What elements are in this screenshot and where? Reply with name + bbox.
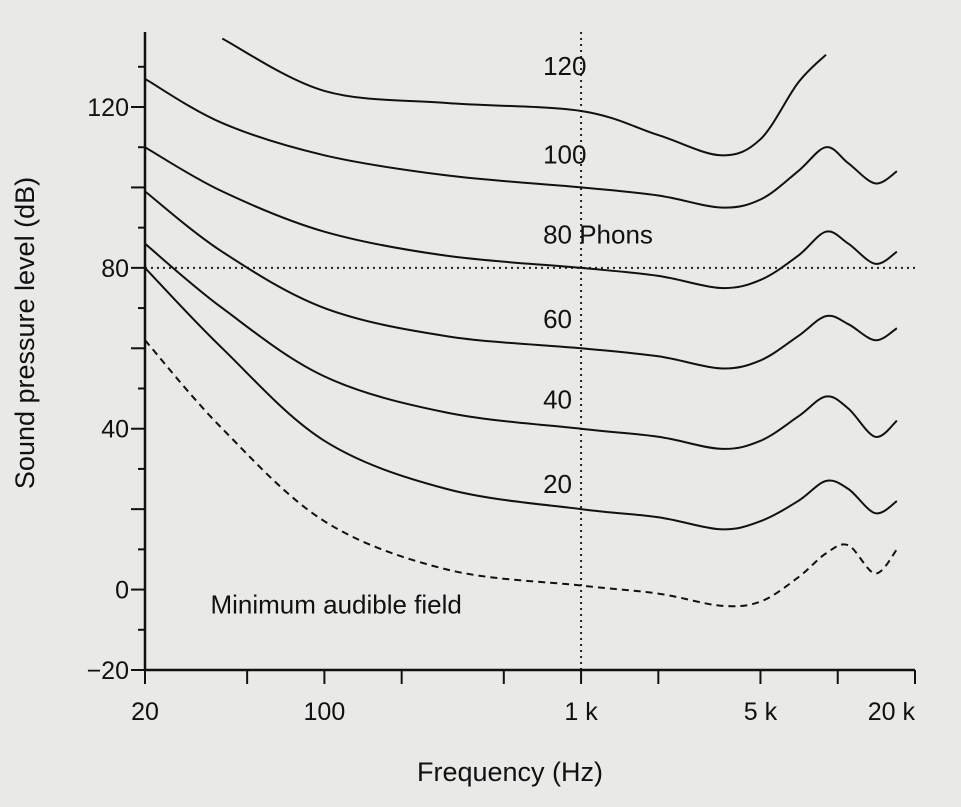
curve-label-3: 60: [543, 304, 572, 334]
y-axis-title: Sound pressure level (dB): [10, 177, 40, 489]
curve-6: [145, 339, 898, 608]
y-tick-label: 120: [87, 94, 129, 122]
curve-labels: 120 100 80 Phons 60 40 20 Minimum audible fiel…: [210, 51, 653, 620]
x-tick-label: 1 k: [564, 698, 598, 726]
curve-label-2: 80 Phons: [543, 220, 653, 250]
y-tick-label: 0: [115, 577, 129, 605]
x-tick-label: 20: [131, 698, 159, 726]
curve-label-6: Minimum audible field: [210, 590, 461, 620]
y-tick-label: 80: [101, 255, 129, 283]
curve-label-4: 40: [543, 385, 572, 415]
y-tick-label: 40: [101, 416, 129, 444]
curve-label-5: 20: [543, 469, 572, 499]
curve-label-0: 120: [543, 51, 586, 81]
curve-1: [145, 78, 898, 209]
curve-2: [145, 146, 898, 290]
curve-label-1: 100: [543, 139, 586, 169]
curve-4: [145, 242, 898, 450]
curves: [145, 37, 898, 608]
curve-5: [145, 267, 898, 531]
axes: [143, 32, 915, 672]
reference-lines: [145, 32, 915, 670]
x-tick-label: 5 k: [744, 698, 778, 726]
x-tick-label: 20 k: [868, 698, 916, 726]
curve-0: [221, 37, 827, 157]
curve-3: [145, 190, 898, 370]
y-tick-label: −20: [87, 657, 129, 685]
x-axis-title: Frequency (Hz): [417, 757, 603, 787]
x-tick-label: 100: [304, 698, 346, 726]
